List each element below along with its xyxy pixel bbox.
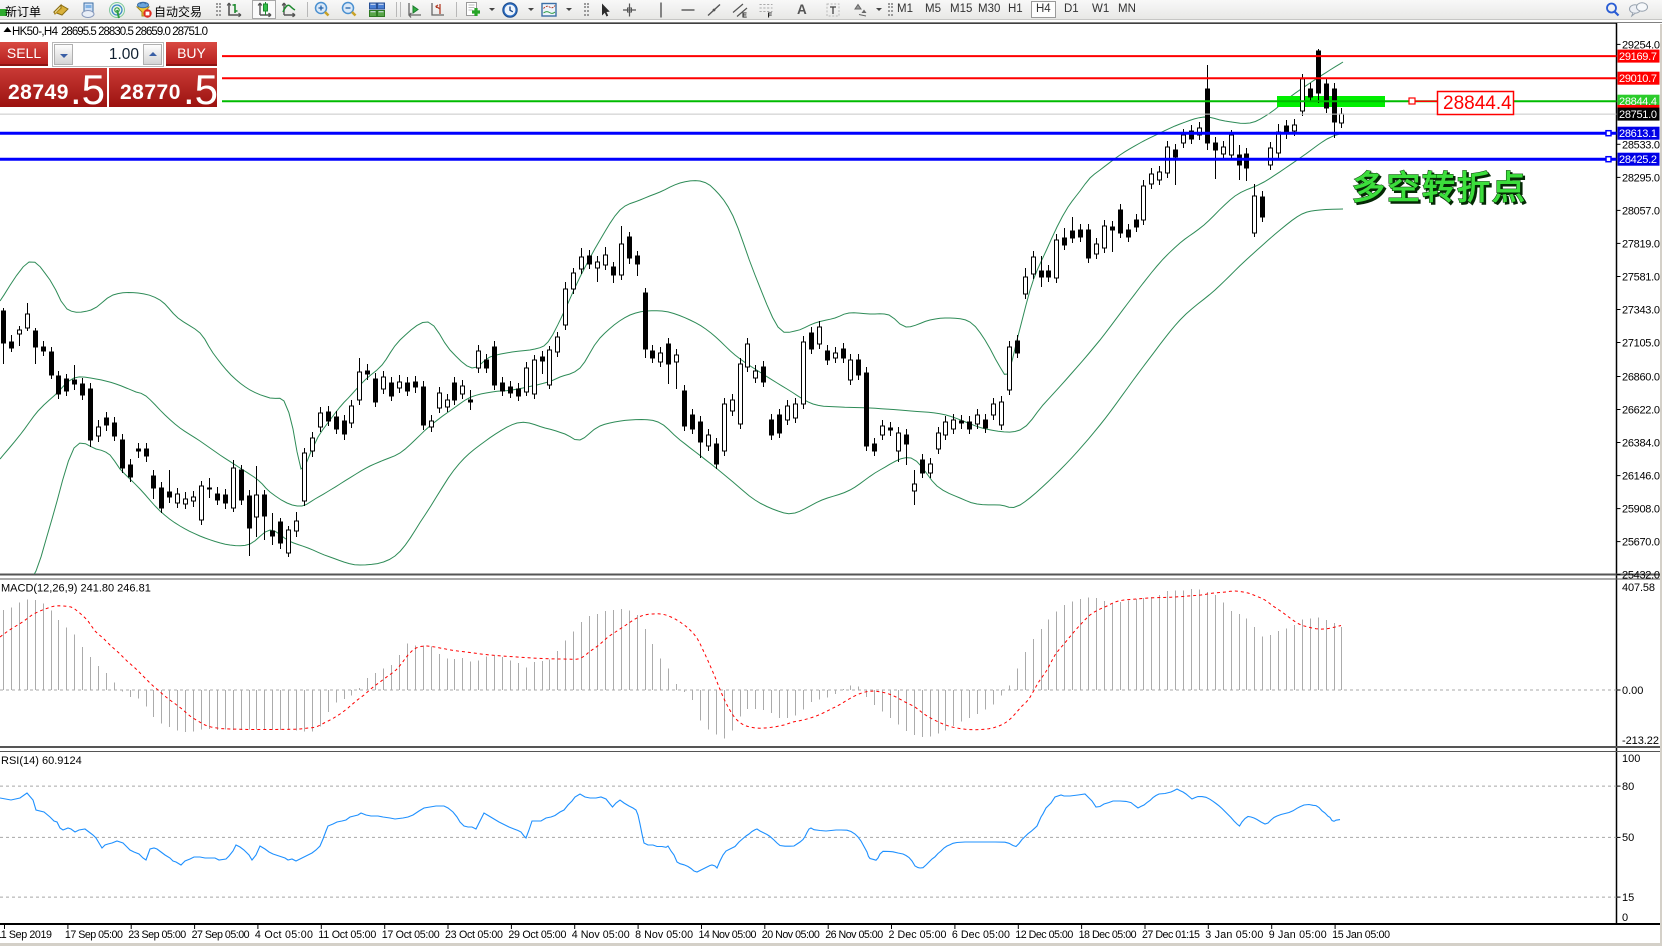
svg-text:26146.0: 26146.0 (1622, 471, 1660, 483)
svg-text:20 Nov 05:00: 20 Nov 05:00 (762, 929, 820, 941)
svg-text:26384.0: 26384.0 (1622, 438, 1660, 450)
svg-text:27 Dec 01:15: 27 Dec 01:15 (1142, 929, 1200, 941)
svg-text:4 Nov 05:00: 4 Nov 05:00 (572, 929, 630, 941)
svg-text:28844.4: 28844.4 (1443, 93, 1512, 114)
svg-text:23 Sep 05:00: 23 Sep 05:00 (128, 929, 186, 941)
svg-text:9 Jan 05:00: 9 Jan 05:00 (1269, 929, 1327, 941)
svg-text:27343.0: 27343.0 (1622, 305, 1660, 317)
svg-text:25908.0: 25908.0 (1622, 504, 1660, 516)
svg-text:27819.0: 27819.0 (1622, 238, 1660, 250)
svg-text:15 Jan 05:00: 15 Jan 05:00 (1332, 929, 1390, 941)
svg-text:3 Jan 05:00: 3 Jan 05:00 (1205, 929, 1263, 941)
svg-text:多空转折点: 多空转折点 (1352, 169, 1527, 206)
svg-text:29169.7: 29169.7 (1619, 51, 1657, 63)
svg-text:27 Sep 05:00: 27 Sep 05:00 (192, 929, 250, 941)
svg-text:50: 50 (1622, 832, 1634, 844)
svg-text:18 Dec 05:00: 18 Dec 05:00 (1079, 929, 1137, 941)
svg-text:8 Nov 05:00: 8 Nov 05:00 (635, 929, 693, 941)
svg-text:26 Nov 05:00: 26 Nov 05:00 (825, 929, 883, 941)
svg-text:HK50-,H4: HK50-,H4 (12, 26, 59, 38)
svg-text:-213.22: -213.22 (1622, 735, 1659, 747)
svg-text:27105.0: 27105.0 (1622, 338, 1660, 350)
svg-text:407.58: 407.58 (1622, 582, 1655, 594)
svg-text:28751.0: 28751.0 (1619, 109, 1657, 121)
svg-text:2 Dec 05:00: 2 Dec 05:00 (889, 929, 947, 941)
svg-text:28057.0: 28057.0 (1622, 205, 1660, 217)
svg-text:25670.0: 25670.0 (1622, 537, 1660, 549)
svg-text:80: 80 (1622, 781, 1634, 793)
svg-text:F: F (768, 11, 773, 20)
svg-text:28295.0: 28295.0 (1622, 172, 1660, 184)
svg-text:11 Oct 05:00: 11 Oct 05:00 (318, 929, 376, 941)
svg-text:27581.0: 27581.0 (1622, 272, 1660, 284)
svg-text:0: 0 (1622, 912, 1628, 924)
svg-text:11 Sep 2019: 11 Sep 2019 (0, 929, 52, 941)
svg-text:28533.0: 28533.0 (1622, 139, 1660, 151)
svg-text:29010.7: 29010.7 (1619, 73, 1657, 85)
svg-text:29254.0: 29254.0 (1622, 39, 1660, 51)
svg-text:17 Sep 05:00: 17 Sep 05:00 (65, 929, 123, 941)
svg-text:6 Dec 05:00: 6 Dec 05:00 (952, 929, 1010, 941)
svg-text:MACD(12,26,9) 241.80 246.81: MACD(12,26,9) 241.80 246.81 (1, 583, 151, 595)
svg-text:RSI(14) 60.9124: RSI(14) 60.9124 (1, 755, 82, 767)
svg-text:28695.5 28830.5 28659.0 28751.: 28695.5 28830.5 28659.0 28751.0 (61, 26, 208, 38)
svg-text:28425.2: 28425.2 (1619, 154, 1657, 166)
svg-text:29 Oct 05:00: 29 Oct 05:00 (508, 929, 566, 941)
svg-text:0.00: 0.00 (1622, 685, 1643, 697)
svg-text:23 Oct 05:00: 23 Oct 05:00 (445, 929, 503, 941)
svg-text:26622.0: 26622.0 (1622, 405, 1660, 417)
svg-text:25432.0: 25432.0 (1622, 570, 1660, 582)
svg-text:12 Dec 05:00: 12 Dec 05:00 (1015, 929, 1073, 941)
svg-text:4 Oct 05:00: 4 Oct 05:00 (255, 929, 313, 941)
svg-text:26860.0: 26860.0 (1622, 372, 1660, 384)
svg-text:14 Nov 05:00: 14 Nov 05:00 (699, 929, 757, 941)
svg-text:100: 100 (1622, 753, 1640, 765)
svg-text:15: 15 (1622, 892, 1634, 904)
svg-text:28613.1: 28613.1 (1619, 128, 1657, 140)
svg-text:17 Oct 05:00: 17 Oct 05:00 (382, 929, 440, 941)
svg-text:E: E (742, 11, 747, 20)
